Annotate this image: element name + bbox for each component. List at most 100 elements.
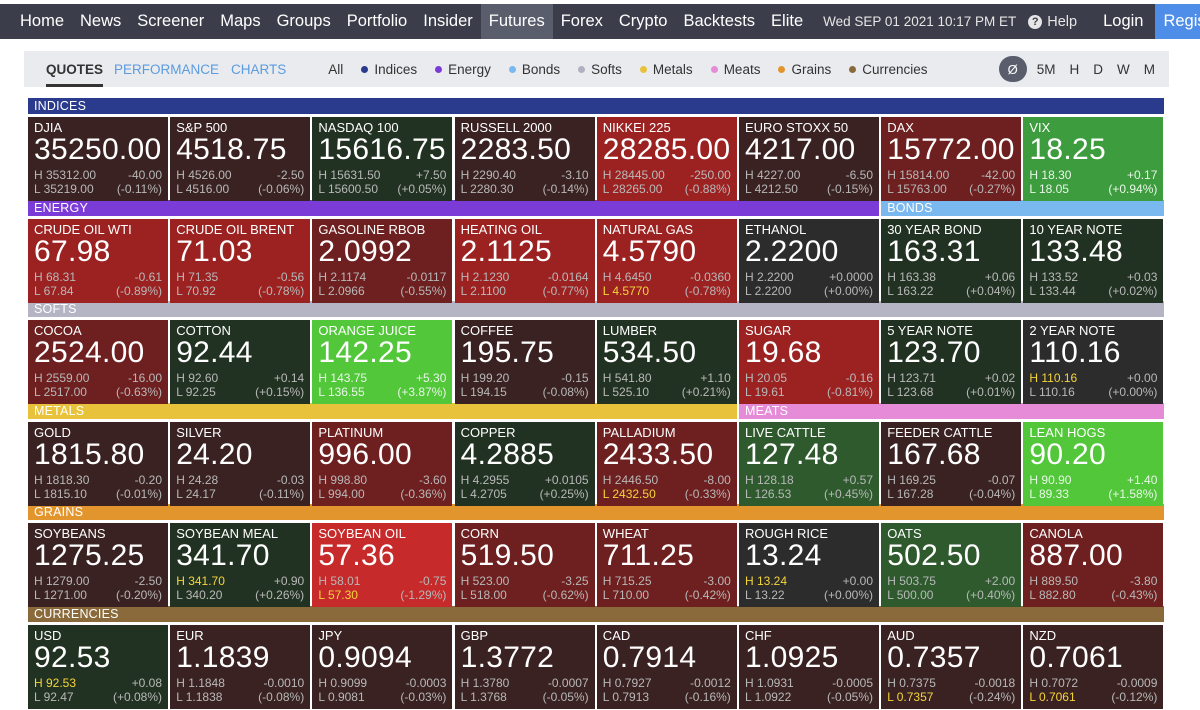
- tile-change: -0.0003: [405, 675, 447, 690]
- futures-map: INDICES ENERGY BONDS SOFTS METALS MEATS GRAINS…: [28, 98, 1165, 709]
- nav-item-maps[interactable]: Maps: [220, 12, 261, 30]
- futures-tile-cad[interactable]: CAD 0.7914 H 0.7927 L 0.7913 -0.0012 (-0.16%): [596, 624, 737, 709]
- nav-item-news[interactable]: News: [80, 12, 122, 30]
- futures-tile-gasoline-rbob[interactable]: GASOLINE RBOB 2.0992 H 2.1174 L 2.0966 -0.01…: [312, 218, 453, 303]
- futures-tile-natural-gas[interactable]: NATURAL GAS 4.5790 H 4.6450 L 4.5770 -0.0360…: [596, 218, 737, 303]
- futures-tile-copper[interactable]: COPPER 4.2885 H 4.2955 L 4.2705 +0.0105 (+0.2…: [454, 421, 595, 506]
- futures-tile-lumber[interactable]: LUMBER 534.50 H 541.80 L 525.10 +1.10 (+0.21%…: [596, 320, 737, 404]
- tab-charts[interactable]: CHARTS: [231, 61, 287, 77]
- nav-item-groups[interactable]: Groups: [276, 12, 331, 30]
- tile-low: L 194.15: [460, 385, 507, 399]
- futures-tile-lean-hogs[interactable]: LEAN HOGS 90.20 H 90.90 L 89.33 +1.40 (+1.58%…: [1023, 421, 1164, 506]
- futures-tile-corn[interactable]: CORN 519.50 H 523.00 L 518.00 -3.25 (-0.62%): [454, 523, 595, 607]
- tile-percent-change: (-0.24%): [969, 689, 1016, 704]
- futures-tile-heating-oil[interactable]: HEATING OIL 2.1125 H 2.1230 L 2.1100 -0.0164…: [454, 218, 595, 303]
- timeframe-h[interactable]: H: [1069, 61, 1080, 77]
- tile-high: H 541.80: [602, 371, 652, 385]
- nav-item-forex[interactable]: Forex: [560, 12, 603, 30]
- futures-tile-sandp-500[interactable]: S&P 500 4518.75 H 4526.00 L 4516.00 -2.50 (-0…: [170, 117, 311, 201]
- nav-item-crypto[interactable]: Crypto: [618, 12, 668, 30]
- tile-price: 0.7061: [1029, 640, 1123, 674]
- futures-tile-coffee[interactable]: COFFEE 195.75 H 199.20 L 194.15 -0.15 (-0.08%…: [454, 320, 595, 404]
- filter-all[interactable]: All: [328, 62, 343, 77]
- register-button[interactable]: Register: [1155, 4, 1200, 39]
- tile-high: H 18.30: [1029, 168, 1072, 182]
- futures-tile-jpy[interactable]: JPY 0.9094 H 0.9099 L 0.9081 -0.0003 (-0.03%): [312, 624, 453, 709]
- futures-tile-live-cattle[interactable]: LIVE CATTLE 127.48 H 128.18 L 126.53 +0.57 (+…: [739, 421, 879, 506]
- timeframe-d[interactable]: D: [1093, 61, 1103, 77]
- tile-low: L 163.22: [887, 283, 934, 298]
- nav-item-elite[interactable]: Elite: [771, 12, 804, 30]
- timeframe-5m[interactable]: 5M: [1036, 61, 1056, 77]
- futures-tile-nikkei-225[interactable]: NIKKEI 225 28285.00 H 28445.00 L 28265.00 -2…: [596, 117, 737, 201]
- filter-softs[interactable]: Softs: [578, 62, 622, 77]
- tile-high: H 24.28: [176, 472, 219, 487]
- futures-tile-2-year-note[interactable]: 2 YEAR NOTE 110.16 H 110.16 L 110.16 +0.00 (+…: [1023, 320, 1164, 404]
- filter-energy[interactable]: Energy: [435, 62, 491, 77]
- help-link[interactable]: ? Help: [1026, 4, 1091, 39]
- tile-percent-change: (-0.78%): [258, 283, 305, 298]
- futures-tile-cotton[interactable]: COTTON 92.44 H 92.60 L 92.25 +0.14 (+0.15%): [170, 320, 311, 404]
- tile-high: H 68.31: [34, 269, 77, 284]
- nav-item-insider[interactable]: Insider: [423, 12, 473, 30]
- futures-tile-10-year-note[interactable]: 10 YEAR NOTE 133.48 H 133.52 L 133.44 +0.03(…: [1023, 218, 1164, 303]
- futures-tile-platinum[interactable]: PLATINUM 996.00 H 998.80 L 994.00 -3.60 (-0.3…: [312, 421, 453, 506]
- tile-name: S&P 500: [176, 120, 228, 135]
- futures-tile-russell-2000[interactable]: RUSSELL 2000 2283.50 H 2290.40 L 2280.30 -3.…: [454, 117, 595, 201]
- futures-tile-palladium[interactable]: PALLADIUM 2433.50 H 2446.50 L 2432.50 -8.00(…: [596, 421, 737, 506]
- filter-indices[interactable]: Indices: [361, 62, 417, 77]
- tab-performance[interactable]: PERFORMANCE: [114, 61, 220, 77]
- futures-tile-nzd[interactable]: NZD 0.7061 H 0.7072 L 0.7061 -0.0009 (-0.12%): [1023, 624, 1164, 709]
- futures-tile-soybean-oil[interactable]: SOYBEAN OIL 57.36 H 58.01 L 57.30 -0.75 (-1.2…: [312, 523, 453, 607]
- tile-change: -3.25: [561, 574, 589, 588]
- futures-tile-vix[interactable]: VIX 18.25 H 18.30 L 18.05 +0.17 (+0.94%): [1023, 117, 1164, 201]
- futures-tile-silver[interactable]: SILVER 24.20 H 24.28 L 24.17 -0.03 (-0.11%): [170, 421, 311, 506]
- filter-meats[interactable]: Meats: [710, 62, 760, 77]
- futures-tile-wheat[interactable]: WHEAT 711.25 H 715.25 L 710.00 -3.00 (-0.42%): [596, 523, 737, 607]
- futures-tile-sugar[interactable]: SUGAR 19.68 H 20.05 L 19.61 -0.16 (-0.81%): [739, 320, 879, 404]
- tile-name: 2 YEAR NOTE: [1029, 323, 1116, 338]
- futures-tile-eur[interactable]: EUR 1.1839 H 1.1848 L 1.1838 -0.0010 (-0.08%): [170, 624, 311, 709]
- futures-tile-feeder-cattle[interactable]: FEEDER CATTLE 167.68 H 169.25 L 167.28 -0.07…: [881, 421, 1022, 506]
- futures-tile-crude-oil-brent[interactable]: CRUDE OIL BRENT 71.03 H 71.35 L 70.92 -0.56(…: [170, 218, 311, 303]
- futures-tile-cocoa[interactable]: COCOA 2524.00 H 2559.00 L 2517.00 -16.00 (-0.…: [28, 320, 168, 404]
- futures-tile-dax[interactable]: DAX 15772.00 H 15814.00 L 15763.00 -42.00 (-0…: [881, 117, 1022, 201]
- futures-tile-soybeans[interactable]: SOYBEANS 1275.25 H 1279.00 L 1271.00 -2.50 (-…: [28, 523, 168, 607]
- futures-tile-chf[interactable]: CHF 1.0925 H 1.0931 L 1.0922 -0.0005 (-0.05%): [739, 624, 879, 709]
- futures-tile-orange-juice[interactable]: ORANGE JUICE 142.25 H 143.75 L 136.55 +5.30(…: [312, 320, 453, 404]
- timeframe-w[interactable]: W: [1117, 61, 1130, 77]
- futures-tile-crude-oil-wti[interactable]: CRUDE OIL WTI 67.98 H 68.31 L 67.84 -0.61 (-0…: [28, 218, 168, 303]
- timeframe-default[interactable]: Ø: [998, 56, 1027, 82]
- filter-grains[interactable]: Grains: [778, 62, 831, 77]
- futures-tile-soybean-meal[interactable]: SOYBEAN MEAL 341.70 H 341.70 L 340.20 +0.90(…: [170, 523, 311, 607]
- tile-price: 127.48: [745, 437, 839, 471]
- nav-item-futures[interactable]: Futures: [480, 4, 553, 39]
- filter-currencies[interactable]: Currencies: [849, 62, 928, 77]
- futures-tile-gold[interactable]: GOLD 1815.80 H 1818.30 L 1815.10 -0.20 (-0.01…: [28, 421, 168, 506]
- futures-tile-euro-stoxx-50[interactable]: EURO STOXX 50 4217.00 H 4227.00 L 4212.50 -6…: [739, 117, 879, 201]
- tile-high: H 199.20: [460, 371, 510, 385]
- futures-tile-rough-rice[interactable]: ROUGH RICE 13.24 H 13.24 L 13.22 +0.00 (+0.00…: [739, 523, 879, 607]
- futures-tile-gbp[interactable]: GBP 1.3772 H 1.3780 L 1.3768 -0.0007 (-0.05%): [454, 624, 595, 709]
- futures-tile-nasdaq-100[interactable]: NASDAQ 100 15616.75 H 15631.50 L 15600.50 +7…: [312, 117, 453, 201]
- login-link[interactable]: Login: [1103, 12, 1144, 30]
- futures-tile-canola[interactable]: CANOLA 887.00 H 889.50 L 882.80 -3.80 (-0.43%…: [1023, 523, 1164, 607]
- tab-quotes[interactable]: QUOTES: [46, 51, 104, 87]
- futures-tile-djia[interactable]: DJIA 35250.00 H 35312.00 L 35219.00 -40.00 (-…: [28, 117, 168, 201]
- tile-price: 1.1839: [176, 640, 270, 674]
- futures-tile-oats[interactable]: OATS 502.50 H 503.75 L 500.00 +2.00 (+0.40%): [881, 523, 1022, 607]
- tile-change: -3.00: [703, 574, 731, 588]
- futures-tile-usd[interactable]: USD 92.53 H 92.53 L 92.47 +0.08 (+0.08%): [28, 624, 168, 709]
- filter-bonds[interactable]: Bonds: [508, 62, 560, 77]
- tile-low: L 15600.50: [318, 182, 379, 196]
- nav-item-portfolio[interactable]: Portfolio: [346, 12, 408, 30]
- nav-item-screener[interactable]: Screener: [137, 12, 205, 30]
- timeframe-m[interactable]: M: [1143, 61, 1155, 77]
- futures-tile-aud[interactable]: AUD 0.7357 H 0.7375 L 0.7357 -0.0018 (-0.24%): [881, 624, 1022, 709]
- nav-item-home[interactable]: Home: [20, 12, 65, 30]
- nav-item-backtests[interactable]: Backtests: [683, 12, 756, 30]
- futures-tile-30-year-bond[interactable]: 30 YEAR BOND 163.31 H 163.38 L 163.22 +0.06(…: [881, 218, 1022, 303]
- futures-tile-ethanol[interactable]: ETHANOL 2.2200 H 2.2200 L 2.2200 +0.0000 (+0.…: [739, 218, 879, 303]
- filter-metals[interactable]: Metals: [639, 62, 693, 77]
- futures-tile-5-year-note[interactable]: 5 YEAR NOTE 123.70 H 123.71 L 123.68 +0.02 (+…: [881, 320, 1022, 404]
